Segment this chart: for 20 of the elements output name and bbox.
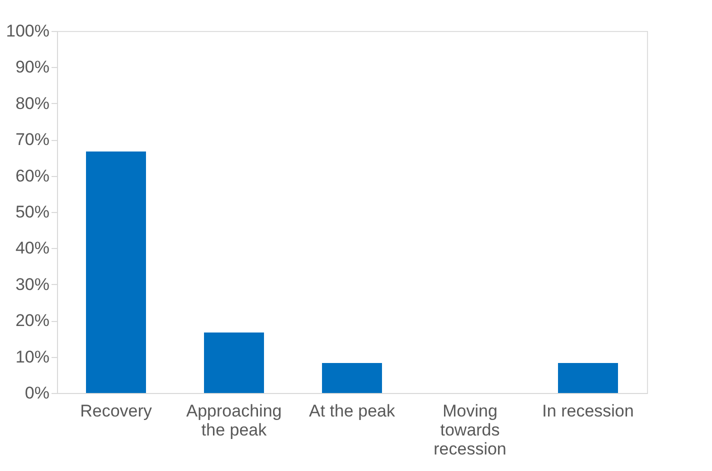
y-tick-label: 70% [15,130,50,150]
y-tick-label: 0% [24,384,50,402]
x-tick-label: Approaching the peak [186,402,282,440]
y-tick-label: 20% [15,311,50,330]
x-tick-label: At the peak [308,402,396,420]
bar [322,362,382,393]
y-tick-label: 100% [6,22,50,40]
y-tick-label: 80% [15,94,50,113]
bar [204,332,264,393]
y-tick-label: 30% [15,274,50,294]
x-tick-label: Moving towards recession [434,402,506,458]
y-tick-label: 90% [15,58,50,77]
bar [86,152,146,393]
y-tick-label: 10% [15,347,50,366]
bar [558,362,618,393]
x-tick-label: Recovery [80,402,152,420]
y-tick-label: 40% [15,238,50,258]
y-tick-label: 60% [15,166,50,186]
y-tick-label: 50% [15,202,50,222]
x-tick-label: In recession [542,402,634,420]
